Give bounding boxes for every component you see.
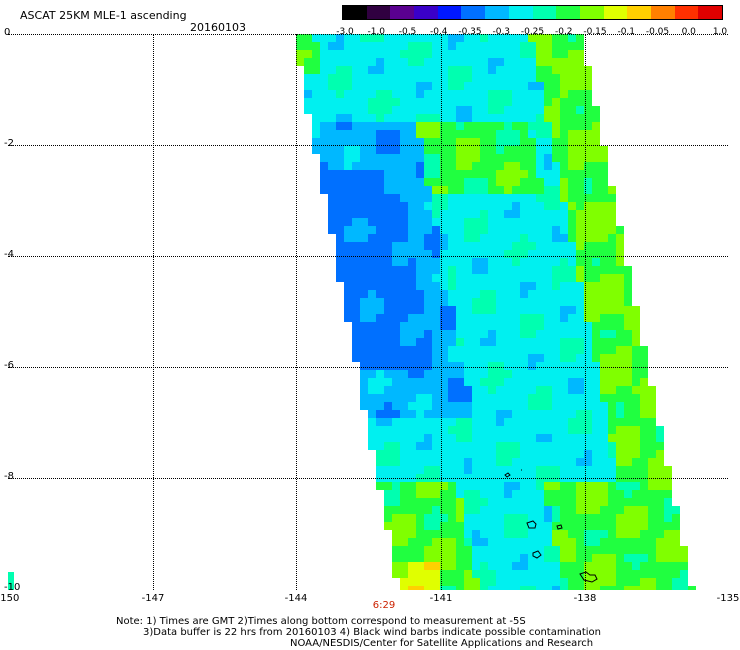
island-outline <box>579 571 598 583</box>
latitude-tick-label: -2 <box>4 138 14 149</box>
latitude-tick-label: -4 <box>4 249 14 260</box>
longitude-tick-label: -150 <box>0 593 20 604</box>
color-scale-tick-label: -3.0 <box>336 27 354 37</box>
color-scale-swatch <box>485 6 509 19</box>
latitude-gridline <box>8 34 728 35</box>
color-scale-tick-label: 0.0 <box>681 27 696 37</box>
color-scale-swatch <box>556 6 580 19</box>
color-scale-tick-label: -0.25 <box>520 27 545 37</box>
color-scale-swatch <box>674 6 699 19</box>
island-outline <box>532 550 542 559</box>
longitude-tick-label: -147 <box>141 593 165 604</box>
island-outline <box>504 472 511 478</box>
note-line-1: Note: 1) Times are GMT 2)Times along bot… <box>116 616 526 627</box>
color-scale-swatch <box>366 6 391 19</box>
map-date: 20160103 <box>190 21 246 34</box>
latitude-gridline <box>8 478 728 479</box>
island-outlines <box>504 469 598 583</box>
color-scale-swatch <box>532 6 557 19</box>
color-scale-swatch <box>650 6 675 19</box>
longitude-tick-label: -138 <box>573 593 597 604</box>
longitude-tick-label: -144 <box>284 593 308 604</box>
color-scale-tick-label: -0.4 <box>429 27 448 37</box>
color-scale-tick-label: -0.35 <box>458 27 482 37</box>
color-scale-swatch <box>603 6 628 19</box>
latitude-gridline <box>8 145 728 146</box>
color-scale-swatch <box>698 6 722 19</box>
color-scale-swatch <box>508 6 533 19</box>
color-scale-tick-label: 1.0 <box>712 27 728 37</box>
longitude-tick-label: -141 <box>429 593 453 604</box>
latitude-tick-label: -8 <box>4 471 14 482</box>
latitude-tick-label: -10 <box>4 582 21 593</box>
color-scale-tick-label: -0.1 <box>617 27 636 37</box>
latitude-tick-label: 0 <box>4 27 11 38</box>
color-scale-swatch <box>343 6 367 19</box>
color-scale-swatch <box>437 6 462 19</box>
longitude-gridline <box>441 34 442 590</box>
island-outline <box>556 524 563 530</box>
color-scale-tick-label: -0.15 <box>583 27 607 37</box>
map-plot-area <box>8 34 728 590</box>
color-scale-swatch <box>627 6 651 19</box>
longitude-tick-label: -135 <box>716 593 740 604</box>
color-scale-tick-label: -0.5 <box>398 27 417 37</box>
latitude-tick-label: -6 <box>4 360 14 371</box>
latitude-gridline <box>8 256 728 257</box>
color-scale-tick-label: -0.2 <box>554 27 573 37</box>
map-title: ASCAT 25KM MLE-1 ascending <box>20 9 187 22</box>
longitude-gridline <box>153 34 154 590</box>
longitude-gridline <box>585 34 586 590</box>
color-scale-swatch <box>579 6 604 19</box>
color-scale-tick-label: -0.3 <box>492 27 511 37</box>
color-scale-bar <box>342 5 723 20</box>
note-line-3: NOAA/NESDIS/Center for Satellite Applica… <box>290 638 594 649</box>
ascat-swath-field <box>8 34 696 590</box>
color-scale-tick-label: -0.05 <box>645 27 670 37</box>
color-scale-swatch <box>390 6 415 19</box>
island-outline <box>526 520 537 529</box>
latitude-gridline <box>8 367 728 368</box>
color-scale-swatch <box>461 6 486 19</box>
longitude-gridline <box>296 34 297 590</box>
note-line-2: 3)Data buffer is 22 hrs from 20160103 4)… <box>143 627 601 638</box>
swath-time-label: 6:29 <box>372 600 396 611</box>
color-scale-swatch <box>414 6 438 19</box>
color-scale-tick-label: -1.0 <box>367 27 386 37</box>
